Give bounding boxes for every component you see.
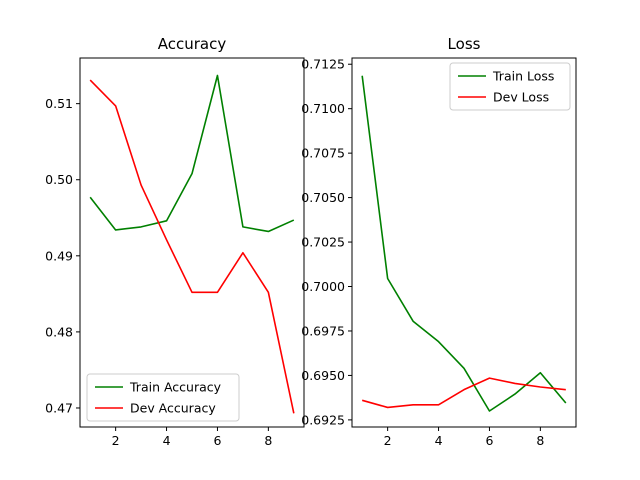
y-tick-label: 0.7000 [301,279,345,294]
y-tick-label: 0.50 [45,172,73,187]
series-line-train-accuracy [89,74,295,233]
legend-label: Train Accuracy [129,380,222,395]
y-tick-label: 0.6950 [301,368,345,383]
x-tick-label: 4 [163,433,171,448]
y-tick-label: 0.48 [45,324,73,339]
y-tick-label: 0.6975 [301,323,345,338]
x-tick-label: 8 [536,433,544,448]
y-tick-label: 0.47 [45,400,73,415]
y-tick-label: 0.7125 [301,57,345,72]
legend-box [86,373,240,422]
x-tick-label: 2 [112,433,120,448]
x-tick-label: 6 [485,433,493,448]
series-line-train-loss [361,75,567,412]
chart-1: Loss 2 4 6 8 0.6925 0.6950 0.6975 0.7000 0.7025 0.… [301,35,577,448]
chart-0: Accuracy 2 4 6 8 0.47 0.48 0.49 0.50 0.51 Train Ac… [45,35,305,448]
x-tick-label: 4 [435,433,443,448]
axes-frame [79,57,305,428]
legend-label: Dev Loss [493,90,549,105]
y-tick-label: 0.7075 [301,146,345,161]
y-tick-label: 0.7050 [301,190,345,205]
chart-title: Loss [448,35,481,53]
axes-frame [351,57,577,428]
y-tick-label: 0.49 [45,248,73,263]
y-tick-label: 0.6925 [301,412,345,427]
legend-box [449,62,571,111]
legend: Train Accuracy Dev Accuracy [86,373,240,422]
y-tick-label: 0.51 [45,96,73,111]
x-tick-label: 2 [384,433,392,448]
chart-title: Accuracy [158,35,227,53]
x-tick-label: 8 [264,433,272,448]
series-line-dev-accuracy [89,79,295,414]
legend-label: Dev Accuracy [130,401,216,416]
series-line-dev-loss [361,377,566,409]
y-tick-label: 0.7100 [301,101,345,116]
x-tick-label: 6 [213,433,221,448]
y-tick-label: 0.7025 [301,235,345,250]
legend-label: Train Loss [492,69,554,84]
legend: Train Loss Dev Loss [449,62,571,111]
